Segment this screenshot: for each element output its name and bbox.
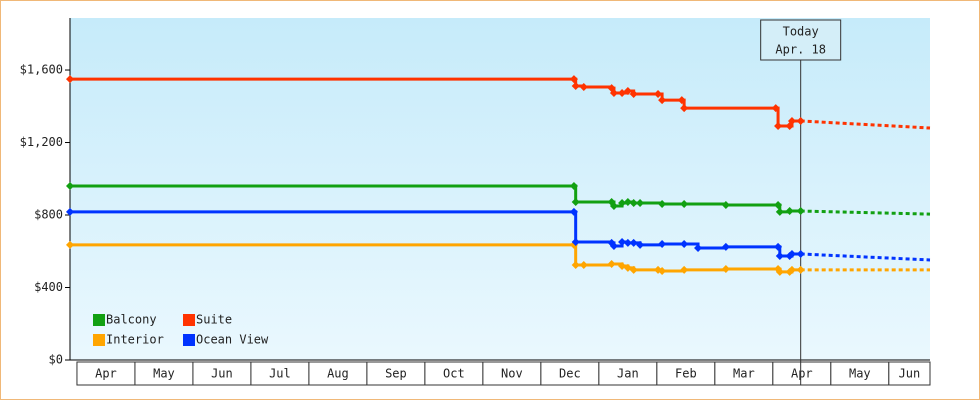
legend-label: Suite [196, 313, 232, 327]
price-point [796, 265, 805, 274]
x-tick-label: May [849, 367, 871, 381]
price-point [607, 259, 616, 268]
legend-swatch [183, 334, 195, 346]
price-point [658, 240, 667, 249]
today-label: Today [783, 25, 819, 39]
price-point [775, 267, 784, 276]
price-point [774, 242, 783, 251]
price-point [658, 199, 667, 208]
x-tick-label: Sep [385, 367, 407, 381]
legend-label: Ocean View [196, 333, 269, 347]
forecast-line [800, 252, 931, 262]
x-tick-label: Dec [559, 367, 581, 381]
price-point [66, 207, 74, 216]
y-tick-label: $0 [49, 353, 63, 367]
x-tick-label: Oct [443, 367, 465, 381]
price-point [774, 122, 783, 131]
price-point [796, 207, 805, 216]
price-point [609, 201, 618, 210]
price-point [680, 240, 689, 249]
legend-label: Interior [106, 333, 164, 347]
today-label: Apr. 18 [775, 43, 826, 57]
y-tick-label: $1,600 [20, 63, 63, 77]
price-point [571, 238, 580, 247]
price-point [571, 261, 580, 270]
price-point [680, 265, 689, 274]
price-point [629, 265, 638, 274]
x-tick-label: May [153, 367, 175, 381]
today-box [760, 19, 842, 61]
price-point [658, 267, 667, 276]
price-point [623, 87, 632, 96]
price-point [636, 240, 645, 249]
x-tick-label: Mar [733, 367, 755, 381]
price-point [694, 243, 703, 252]
x-tick-box [888, 361, 931, 386]
x-tick-label: Nov [501, 367, 523, 381]
price-point [785, 207, 794, 216]
x-tick-label: Jun [211, 367, 233, 381]
price-point [66, 75, 74, 84]
price-point [721, 265, 730, 274]
price-point [623, 197, 632, 206]
price-point [654, 89, 663, 98]
price-point [569, 182, 578, 191]
y-tick-label: $400 [34, 280, 63, 294]
price-point [721, 201, 730, 210]
price-point [636, 199, 645, 208]
price-point [571, 81, 580, 90]
forecast-line [800, 209, 931, 216]
price-point [579, 83, 588, 92]
price-point [623, 238, 632, 247]
price-point [796, 249, 805, 258]
price-point [775, 207, 784, 216]
price-point [721, 242, 730, 251]
price-point [774, 201, 783, 210]
legend-swatch [183, 314, 195, 326]
x-tick-label: Apr [791, 367, 813, 381]
forecast-line [800, 119, 931, 130]
price-point [66, 182, 74, 191]
price-point [658, 96, 667, 105]
price-point [629, 89, 638, 98]
price-point [775, 251, 784, 260]
price-point [771, 104, 780, 113]
price-point [571, 197, 580, 206]
price-point [680, 199, 689, 208]
price-point [629, 199, 638, 208]
price-point [677, 96, 686, 105]
legend-swatch [93, 334, 105, 346]
x-tick-label: Jun [899, 367, 921, 381]
x-tick-label: Jul [269, 367, 291, 381]
x-tick-label: Aug [327, 367, 349, 381]
price-point [569, 207, 578, 216]
price-point [66, 240, 74, 249]
price-point [680, 104, 689, 113]
x-tick-label: Jan [617, 367, 639, 381]
price-point [787, 265, 796, 274]
price-point [787, 249, 796, 258]
x-tick-label: Feb [675, 367, 697, 381]
price-point [618, 238, 627, 247]
x-tick-label: Apr [95, 367, 117, 381]
price-point [796, 116, 805, 125]
price-point [579, 261, 588, 270]
price-point [787, 116, 796, 125]
plot-area [70, 18, 930, 360]
legend-label: Balcony [106, 313, 157, 327]
y-tick-label: $800 [34, 208, 63, 222]
price-point [618, 199, 627, 208]
legend-swatch [93, 314, 105, 326]
price-point [609, 242, 618, 251]
price-point [629, 238, 638, 247]
price-point [569, 75, 578, 84]
y-tick-label: $1,200 [20, 135, 63, 149]
price-point [609, 89, 618, 98]
